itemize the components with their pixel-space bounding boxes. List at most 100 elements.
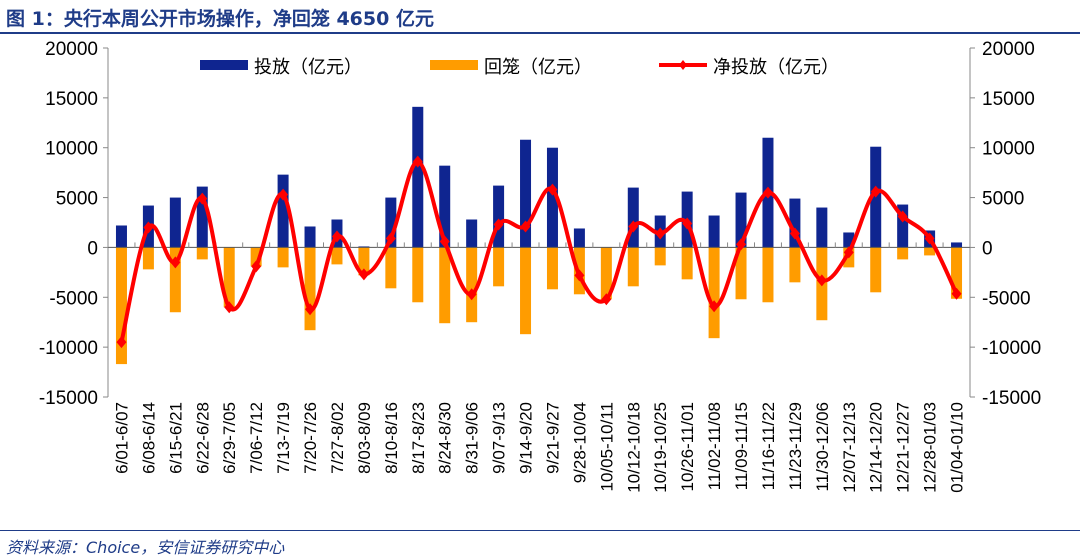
withdrawal-bar [223,247,235,308]
net-line [119,159,959,343]
x-tick-label: 7/13-7/19 [274,402,293,474]
x-tick-label: 10/19-10/25 [651,402,670,493]
withdrawal-bar [169,247,181,313]
withdrawal-bar [681,247,693,280]
x-tick-label: 9/14-9/20 [517,402,536,474]
issuance-bar [708,215,720,248]
issuance-bar [493,185,505,248]
net-point [385,232,396,245]
issuance-bar [816,207,828,248]
x-tick-label: 7/20-7/26 [301,402,320,474]
withdrawal-bar [466,247,478,323]
withdrawal-bar [142,247,154,270]
legend-label: 投放（亿元） [254,57,362,77]
issuance-bar [169,197,181,248]
net-point [439,235,450,248]
x-tick-label: 11/02-11/08 [705,402,724,490]
withdrawal-bar [115,247,127,365]
net-point [843,246,854,259]
issuance-bar [627,187,639,248]
title-divider [0,32,1080,34]
legend-label: 净投放（亿元） [713,57,839,77]
x-tick-label: 11/16-11/22 [759,402,778,490]
y-tick-label: 15000 [45,89,98,110]
withdrawal-bar [708,247,720,339]
net-point [197,192,208,205]
issuance-bar [897,204,909,248]
withdrawal-bar [493,247,505,287]
net-point [789,227,800,240]
issuance-bar [439,165,451,248]
withdrawal-bar [870,247,882,293]
issuance-bar [951,242,963,248]
x-tick-label: 01/04-01/10 [948,402,967,493]
x-tick-label: 11/23-11/29 [786,402,805,490]
x-tick-label: 7/06-7/12 [247,402,266,474]
withdrawal-bar [439,247,451,324]
net-point [762,186,773,199]
y2-tick-label: 0 [982,238,993,259]
net-point [170,256,181,269]
bottom-divider [0,530,1080,531]
net-point [116,336,127,349]
issuance-bar [115,225,127,248]
x-tick-label: 10/05-10/11 [597,402,616,491]
y2-tick-label: -5000 [982,288,1031,309]
y2-tick-label: -10000 [982,338,1041,359]
net-point [331,230,342,243]
x-tick-label: 6/01-6/07 [112,402,131,474]
legend-marker [679,60,687,70]
issuance-bar [735,192,747,248]
issuance-bar [385,197,397,248]
net-point [870,185,881,198]
net-point [224,301,235,314]
legend-label: 回笼（亿元） [484,57,592,77]
y2-tick-label: -15000 [982,388,1041,409]
net-point [143,221,154,234]
withdrawal-bar [924,247,936,256]
net-point [897,210,908,223]
y-tick-label: 5000 [56,189,98,210]
y-tick-label: -10000 [39,338,98,359]
issuance-bar [277,174,289,248]
net-point [493,218,504,231]
net-point [466,288,477,301]
net-point [601,293,612,306]
withdrawal-bar [520,247,532,335]
withdrawal-bar [250,247,262,267]
x-tick-label: 11/09-11/15 [732,402,751,490]
withdrawal-bar [951,247,963,299]
issuance-bar [546,147,558,248]
withdrawal-bar [546,247,558,290]
withdrawal-bar [304,247,316,331]
net-point [736,238,747,251]
x-tick-label: 12/14-12/20 [867,402,886,493]
withdrawal-bar [412,247,424,303]
issuance-bar [304,226,316,248]
withdrawal-bar [654,247,666,266]
x-tick-label: 8/03-8/09 [355,402,374,474]
x-tick-label: 6/15-6/21 [166,402,185,474]
x-tick-label: 9/28-10/04 [570,402,589,483]
y2-tick-label: 10000 [982,139,1035,160]
y-tick-label: 10000 [45,139,98,160]
withdrawal-bar [358,247,370,276]
y-tick-label: 0 [87,238,98,259]
x-tick-label: 7/27-8/02 [328,402,347,474]
withdrawal-bar [600,247,612,300]
withdrawal-bar [762,247,774,303]
net-point [816,274,827,287]
net-point [709,300,720,313]
withdrawal-bar [735,247,747,300]
withdrawal-bar [385,247,397,289]
issuance-bar [412,106,424,248]
withdrawal-bar [627,247,639,287]
withdrawal-bar [789,247,801,283]
x-tick-label: 12/07-12/13 [840,402,859,493]
issuance-bar [196,186,208,248]
y2-tick-label: 5000 [982,189,1024,210]
chart: 20000 15000 10000 5000 0 -5000 -10000 -15000 200… [39,39,1041,493]
net-point [520,220,531,233]
x-tick-label: 8/17-8/23 [409,402,428,474]
x-tick-label: 9/21-9/27 [543,402,562,474]
